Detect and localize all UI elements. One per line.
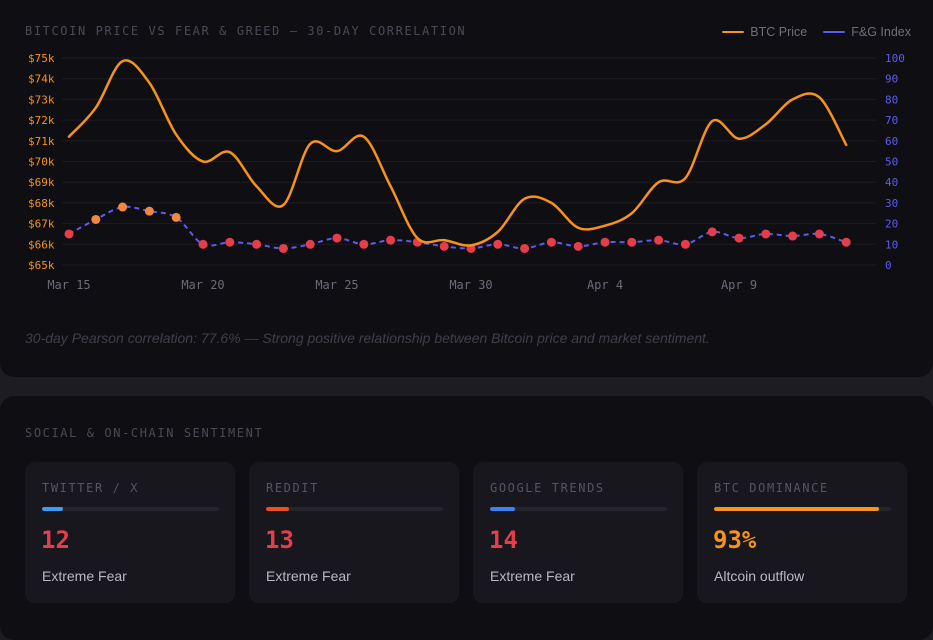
card-label: TWITTER / X	[42, 481, 140, 495]
card-value: 93%	[713, 526, 757, 554]
left-axis-tick-label: $75k	[28, 52, 55, 65]
card-label: BTC DOMINANCE	[714, 481, 829, 495]
right-axis-tick-label: 70	[885, 114, 898, 127]
fg-data-point	[788, 231, 798, 241]
fg-data-point	[761, 229, 771, 239]
fg-data-point	[573, 241, 583, 251]
fg-data-point	[734, 233, 744, 243]
fg-data-point	[546, 237, 556, 247]
fg-data-point	[359, 239, 369, 249]
fg-data-point	[627, 237, 637, 247]
fg-data-point	[305, 239, 315, 249]
chart-legend: BTC Price F&G Index	[722, 25, 911, 39]
progress-fill	[42, 507, 64, 511]
right-axis-tick-label: 20	[885, 218, 898, 231]
left-axis-tick-label: $65k	[28, 259, 55, 272]
progress-fill	[490, 507, 515, 511]
legend-swatch-btc	[722, 31, 745, 33]
right-axis-tick-label: 10	[885, 238, 898, 251]
card-value: 13	[265, 526, 294, 554]
sentiment-card-btc-dominance: BTC DOMINANCE 93% Altcoin outflow	[697, 462, 907, 603]
right-axis-tick-label: 50	[885, 156, 898, 169]
right-axis-tick-label: 60	[885, 135, 898, 148]
fg-data-point	[600, 237, 610, 247]
fg-data-point	[680, 239, 690, 249]
fg-data-point	[171, 212, 181, 222]
fg-index-line	[68, 205, 847, 250]
fg-data-point	[707, 227, 717, 237]
card-status: Extreme Fear	[266, 568, 351, 584]
left-axis-tick-label: $73k	[28, 93, 55, 106]
x-axis-tick-label: Apr 4	[587, 278, 623, 292]
x-axis-tick-label: Apr 9	[721, 278, 757, 292]
card-value: 12	[41, 526, 70, 554]
left-axis-tick-label: $71k	[28, 135, 55, 148]
fg-data-point	[332, 233, 342, 243]
fg-data-point	[118, 202, 128, 212]
fg-data-point	[278, 243, 288, 253]
fg-data-point	[91, 214, 101, 224]
x-axis-tick-label: Mar 15	[47, 278, 90, 292]
fg-data-point	[64, 229, 74, 239]
right-axis-tick-label: 80	[885, 93, 898, 106]
fg-data-point	[654, 235, 664, 245]
progress-track	[714, 507, 891, 511]
legend-swatch-fg	[823, 31, 846, 33]
btc-price-line	[67, 59, 848, 247]
fg-data-point	[386, 235, 396, 245]
left-axis-tick-label: $66k	[28, 238, 55, 251]
chart-title: BITCOIN PRICE VS FEAR & GREED — 30-DAY C…	[25, 24, 467, 38]
fg-data-point	[493, 239, 503, 249]
chart-panel: BITCOIN PRICE VS FEAR & GREED — 30-DAY C…	[0, 0, 933, 377]
fg-data-point	[225, 237, 235, 247]
legend-item-fg[interactable]: F&G Index	[823, 25, 911, 39]
fg-data-point	[814, 229, 824, 239]
progress-track	[42, 507, 219, 511]
fg-data-point	[198, 239, 208, 249]
fg-data-point	[520, 243, 530, 253]
correlation-caption: 30-day Pearson correlation: 77.6% — Stro…	[25, 330, 710, 346]
fg-data-point	[144, 206, 154, 216]
left-axis-tick-label: $72k	[28, 114, 55, 127]
legend-label-btc: BTC Price	[750, 25, 808, 39]
card-status: Extreme Fear	[490, 568, 575, 584]
sentiment-cards: TWITTER / X 12 Extreme Fear REDDIT 13 Ex…	[25, 462, 907, 603]
progress-fill	[714, 507, 879, 511]
left-axis-tick-label: $70k	[28, 156, 55, 169]
left-axis-tick-label: $69k	[28, 176, 55, 189]
fg-data-point	[439, 241, 449, 251]
sentiment-card-twitter: TWITTER / X 12 Extreme Fear	[25, 462, 235, 603]
left-axis-tick-label: $74k	[28, 73, 55, 86]
x-axis-tick-label: Mar 30	[449, 278, 492, 292]
sentiment-title: SOCIAL & ON-CHAIN SENTIMENT	[25, 426, 264, 440]
x-axis-tick-label: Mar 25	[315, 278, 358, 292]
card-label: GOOGLE TRENDS	[490, 481, 605, 495]
fg-data-point	[841, 237, 851, 247]
x-axis-tick-label: Mar 20	[181, 278, 224, 292]
left-axis-tick-label: $67k	[28, 218, 55, 231]
sentiment-card-reddit: REDDIT 13 Extreme Fear	[249, 462, 459, 603]
sentiment-panel: SOCIAL & ON-CHAIN SENTIMENT TWITTER / X …	[0, 396, 933, 640]
right-axis-tick-label: 100	[885, 52, 905, 65]
legend-item-btc[interactable]: BTC Price	[722, 25, 807, 39]
right-axis-tick-label: 90	[885, 73, 898, 86]
sentiment-card-google-trends: GOOGLE TRENDS 14 Extreme Fear	[473, 462, 683, 603]
right-axis-tick-label: 40	[885, 176, 898, 189]
legend-label-fg: F&G Index	[851, 25, 911, 39]
fg-data-point	[252, 239, 262, 249]
right-axis-tick-label: 0	[885, 259, 892, 272]
progress-track	[490, 507, 667, 511]
left-axis-tick-label: $68k	[28, 197, 55, 210]
progress-track	[266, 507, 443, 511]
price-sentiment-chart: $75k 100$74k 90$73k 80$72k 70$71k 60$70k 50$69…	[28, 52, 905, 292]
card-status: Extreme Fear	[42, 568, 127, 584]
card-value: 14	[489, 526, 518, 554]
progress-fill	[266, 507, 289, 511]
card-label: REDDIT	[266, 481, 319, 495]
right-axis-tick-label: 30	[885, 197, 898, 210]
card-status: Altcoin outflow	[714, 568, 805, 584]
